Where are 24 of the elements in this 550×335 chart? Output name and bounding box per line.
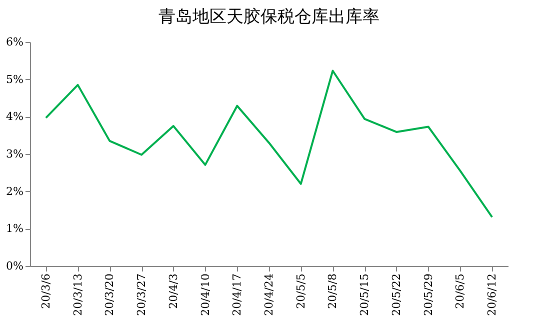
y-tick-label: 0% [6, 260, 24, 272]
x-tick-label: 20/5/29 [422, 274, 435, 316]
x-tick-label: 20/6/12 [486, 274, 499, 316]
x-tick-label: 20/4/17 [230, 274, 244, 316]
line-series [44, 70, 494, 218]
y-tick-label: 2% [6, 184, 24, 198]
x-tick-label: 20/5/22 [390, 274, 403, 316]
y-tick-label: 4% [6, 110, 24, 124]
x-tick-label: 20/4/24 [262, 274, 276, 316]
y-tick-label: 1% [6, 222, 24, 236]
x-tick-label: 20/6/5 [454, 274, 467, 309]
x-tick-label: 20/3/27 [135, 274, 148, 316]
x-tick-label: 20/4/10 [198, 274, 212, 316]
chart-title: 青岛地区天胶保税仓库出库率 [158, 7, 380, 27]
y-tick-label: 6% [6, 36, 24, 48]
y-tick-label: 5% [6, 72, 24, 86]
x-tick-label: 20/3/13 [71, 274, 84, 316]
x-tick-label: 20/5/5 [294, 274, 308, 309]
x-tick-label: 20/3/6 [39, 274, 52, 309]
x-tick-label: 20/5/8 [326, 274, 340, 309]
x-tick-label: 20/4/3 [166, 274, 180, 309]
y-tick-label: 3% [6, 148, 24, 160]
x-tick-label: 20/5/15 [358, 274, 372, 316]
x-tick-label: 20/3/20 [103, 274, 116, 316]
